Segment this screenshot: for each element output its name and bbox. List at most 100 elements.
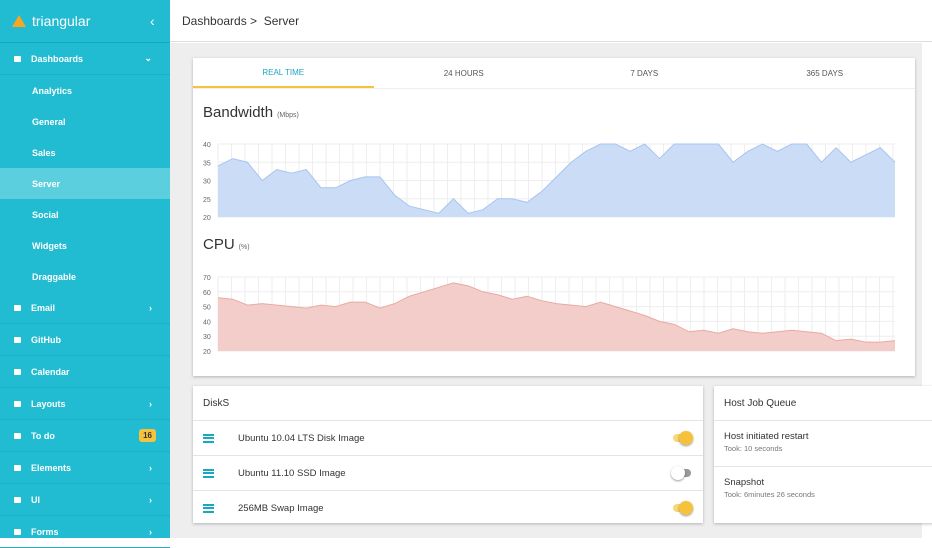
toggle-knob[interactable]: [679, 431, 693, 445]
nav-label: Calendar: [31, 366, 70, 377]
nav-item[interactable]: Elements ›: [0, 452, 170, 484]
y-tick-label: 25: [203, 197, 211, 204]
y-tick-label: 60: [203, 290, 211, 297]
charts: Bandwidth (Mbps) 20 25 30 35 40 CPU (%) 20 30 40 50 6…: [203, 104, 896, 356]
collapse[interactable]: ‹: [150, 13, 155, 29]
disk-row: Ubuntu 11.10 SSD Image: [193, 455, 703, 490]
disks-card: DiskS Ubuntu 10.04 LTS Disk Image Ubuntu …: [193, 386, 703, 523]
line: [217, 143, 896, 214]
toggle[interactable]: [673, 431, 693, 445]
nav-icon: [14, 400, 21, 407]
nav-subitem[interactable]: Widgets: [32, 240, 67, 251]
content: REAL TIME 24 HOURS 7 DAYS 365 DAYS Bandwidt…: [170, 43, 932, 538]
chevron: ›: [149, 494, 152, 505]
nav-label: UI: [31, 494, 40, 505]
y-tick-label: 35: [203, 160, 211, 167]
tabs: REAL TIME 24 HOURS 7 DAYS 365 DAYS: [193, 58, 915, 89]
nav-label: Forms: [31, 526, 59, 537]
sidebar: triangular ‹ Dashboards ⌄ Analytics General S…: [0, 0, 170, 548]
nav-label: Elements: [31, 462, 72, 473]
y-tick-label: 20: [203, 215, 211, 222]
nav-item[interactable]: Calendar: [0, 356, 170, 388]
crumb: Server: [263, 13, 300, 28]
nav-label: Layouts: [31, 398, 66, 409]
logo: [12, 15, 26, 27]
chart-subtitle: (%): [239, 244, 250, 251]
job-row: Snapshot Took: 6minutes 26 seconds: [714, 466, 932, 512]
chevron: ›: [149, 462, 152, 473]
disk-icon: [203, 468, 214, 478]
y-tick-label: 30: [203, 179, 211, 186]
nav-item[interactable]: Forms ›: [0, 516, 170, 548]
chart-title: Bandwidth: [203, 104, 273, 121]
toggle-knob[interactable]: [671, 466, 685, 480]
nav-icon: [14, 336, 21, 343]
nav-item[interactable]: Dashboards ⌄: [0, 43, 170, 75]
nav-icon: [14, 304, 21, 311]
tab[interactable]: 7 DAYS: [630, 68, 659, 78]
disk-name: 256MB Swap Image: [238, 502, 324, 514]
brand-name: triangular: [32, 13, 91, 29]
nav-icon: [14, 496, 21, 503]
area: [218, 144, 895, 217]
nav-subitem[interactable]: Social: [32, 209, 59, 220]
nav-icon: [14, 368, 21, 375]
job-title: Snapshot: [724, 477, 765, 488]
nav-item[interactable]: Email ›: [0, 292, 170, 324]
chart-subtitle: (Mbps): [277, 112, 299, 119]
crumb[interactable]: Dashboards >: [182, 13, 258, 28]
nav-item[interactable]: UI ›: [0, 484, 170, 516]
tab[interactable]: REAL TIME: [193, 58, 374, 88]
job-title: Host initiated restart: [724, 431, 809, 442]
brand[interactable]: triangular ‹: [0, 0, 170, 43]
y-tick-label: 40: [203, 142, 211, 149]
disk-name: Ubuntu 10.04 LTS Disk Image: [238, 432, 365, 444]
y-tick-label: 70: [203, 275, 211, 282]
badge: 16: [139, 429, 156, 442]
tab[interactable]: 24 HOURS: [443, 68, 484, 78]
header: Dashboards > Server: [170, 0, 932, 42]
job-list: Host initiated restart Took: 10 seconds Sn…: [714, 420, 932, 512]
toggle[interactable]: [671, 466, 691, 480]
nav-icon: [14, 432, 21, 439]
nav-subitem[interactable]: Draggable: [32, 271, 77, 282]
chevron: ⌄: [144, 53, 152, 63]
nav-subitem[interactable]: Sales: [32, 147, 56, 158]
nav-subitem[interactable]: Analytics: [32, 85, 73, 96]
chevron: ›: [149, 526, 152, 537]
y-tick-label: 20: [203, 349, 211, 356]
nav-label: Email: [31, 302, 56, 313]
nav-icon: [14, 528, 21, 535]
chart-title: CPU: [203, 236, 235, 253]
jobs-card: Host Job Queue Host initiated restart Too…: [714, 386, 932, 523]
toggle-knob[interactable]: [679, 501, 693, 515]
nav-subitem[interactable]: General: [32, 116, 66, 127]
nav-label: Dashboards: [31, 53, 84, 64]
chart-card: REAL TIME 24 HOURS 7 DAYS 365 DAYS Bandwidt…: [193, 58, 915, 376]
nav-item[interactable]: Layouts ›: [0, 388, 170, 420]
disk-list: Ubuntu 10.04 LTS Disk Image Ubuntu 11.10 …: [193, 420, 703, 525]
disk-row: Ubuntu 10.04 LTS Disk Image: [193, 420, 703, 455]
nav-label: GitHub: [31, 334, 61, 345]
nav-icon: [14, 55, 21, 62]
nav-item[interactable]: GitHub: [0, 324, 170, 356]
tab[interactable]: 365 DAYS: [806, 68, 844, 78]
job-detail: Took: 10 seconds: [724, 444, 783, 453]
disks-title: DiskS: [203, 397, 230, 409]
disk-row: 256MB Swap Image: [193, 490, 703, 525]
nav-label: To do: [31, 430, 55, 441]
y-tick-label: 50: [203, 305, 211, 312]
disk-icon: [203, 433, 214, 443]
line: [217, 282, 896, 343]
area: [218, 282, 895, 351]
nav-subitem[interactable]: Server: [0, 168, 170, 199]
nav-item[interactable]: To do 16: [0, 420, 170, 452]
disk-name: Ubuntu 11.10 SSD Image: [238, 467, 346, 479]
y-tick-label: 40: [203, 319, 211, 326]
jobs-title: Host Job Queue: [724, 397, 797, 409]
chevron: ›: [149, 302, 152, 313]
disk-icon: [203, 503, 214, 513]
toggle[interactable]: [673, 501, 693, 515]
job-detail: Took: 6minutes 26 seconds: [724, 490, 815, 499]
